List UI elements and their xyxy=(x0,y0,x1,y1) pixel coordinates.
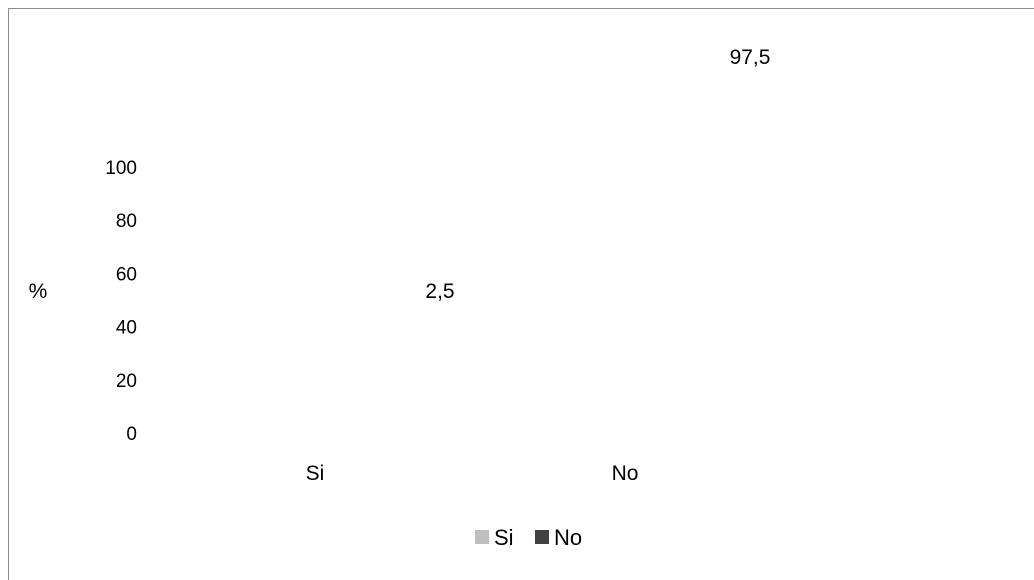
legend-swatch-si xyxy=(475,530,489,544)
y-tick-label: 80 xyxy=(116,211,137,232)
bar-si xyxy=(261,427,370,434)
y-tick-label: 20 xyxy=(116,371,137,392)
legend-label-no: No xyxy=(554,525,582,550)
y-tick-label: 40 xyxy=(116,318,137,339)
legend-label-si: Si xyxy=(494,525,514,550)
chart-frame xyxy=(8,8,1034,580)
y-tick-label: 0 xyxy=(126,424,137,445)
data-label-no: 97,5 xyxy=(730,46,771,69)
data-labels: 2,5 97,5 xyxy=(425,46,770,303)
y-axis-ticks: 0 20 40 60 80 100 xyxy=(105,158,137,445)
x-category-label: No xyxy=(612,462,639,485)
x-category-label: Si xyxy=(306,462,325,485)
legend: Si No xyxy=(475,525,582,550)
legend-swatch-no xyxy=(535,530,549,544)
bar-no xyxy=(571,175,680,434)
x-axis-categories: Si No xyxy=(306,462,639,485)
y-axis-label: % xyxy=(29,280,48,303)
data-label-si: 2,5 xyxy=(425,280,454,303)
bars-layer xyxy=(261,175,680,434)
y-tick-label: 60 xyxy=(116,264,137,285)
y-tick-label: 100 xyxy=(105,158,137,179)
